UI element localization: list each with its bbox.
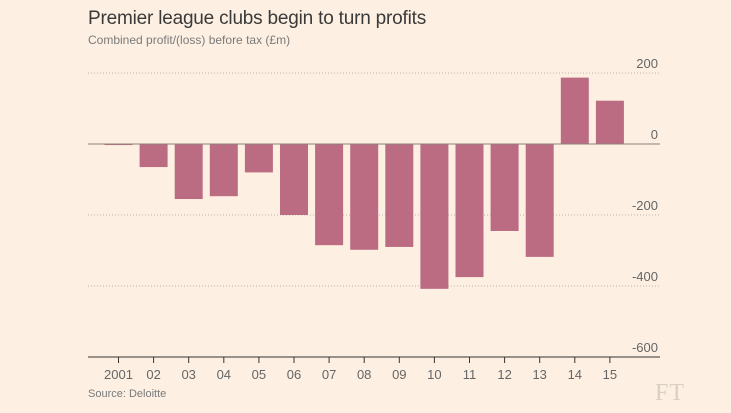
x-tick-label: 03 bbox=[181, 367, 195, 382]
bar-04 bbox=[209, 144, 238, 197]
x-tick-label: 02 bbox=[146, 367, 160, 382]
bar-13 bbox=[525, 144, 554, 257]
chart-subtitle: Combined profit/(loss) before tax (£m) bbox=[88, 33, 291, 47]
x-tick-label: 07 bbox=[322, 367, 336, 382]
chart-title: Premier league clubs begin to turn profi… bbox=[88, 8, 427, 29]
x-tick-label: 10 bbox=[427, 367, 441, 382]
bar-08 bbox=[350, 144, 379, 250]
bar-layer bbox=[104, 77, 624, 289]
x-tick-label: 06 bbox=[287, 367, 301, 382]
x-tick-label: 08 bbox=[357, 367, 371, 382]
x-tick-label: 2001 bbox=[104, 367, 133, 382]
y-tick-label: -200 bbox=[632, 198, 658, 213]
x-tick-label: 15 bbox=[603, 367, 617, 382]
y-tick-label: 200 bbox=[636, 56, 658, 71]
bar-15 bbox=[595, 100, 624, 144]
axis-layer: 200 0 -200 -400 -600 2001 02 03 04 05 06 07 08 09 10 11… bbox=[88, 56, 660, 382]
bar-14 bbox=[560, 77, 589, 144]
bar-02 bbox=[139, 144, 168, 168]
x-tick-label: 05 bbox=[252, 367, 266, 382]
x-tick-label: 13 bbox=[532, 367, 546, 382]
y-tick-label: 0 bbox=[651, 127, 658, 142]
bar-09 bbox=[385, 144, 414, 247]
x-tick-label: 04 bbox=[217, 367, 231, 382]
bar-10 bbox=[420, 144, 449, 289]
bar-2001 bbox=[104, 144, 133, 146]
y-tick-label: -400 bbox=[632, 269, 658, 284]
bar-12 bbox=[490, 144, 519, 231]
bar-05 bbox=[244, 144, 273, 173]
source-note: Source: Deloitte bbox=[88, 388, 167, 400]
x-tick-label: 09 bbox=[392, 367, 406, 382]
bar-06 bbox=[280, 144, 308, 215]
ft-logo: FT bbox=[655, 380, 686, 406]
bar-11 bbox=[455, 144, 484, 278]
x-tick-label: 11 bbox=[463, 367, 477, 382]
x-tick-label: 14 bbox=[568, 367, 582, 382]
y-tick-label: -600 bbox=[632, 340, 658, 355]
bar-03 bbox=[174, 144, 203, 200]
bar-07 bbox=[315, 144, 344, 246]
x-tick-label: 12 bbox=[497, 367, 511, 382]
